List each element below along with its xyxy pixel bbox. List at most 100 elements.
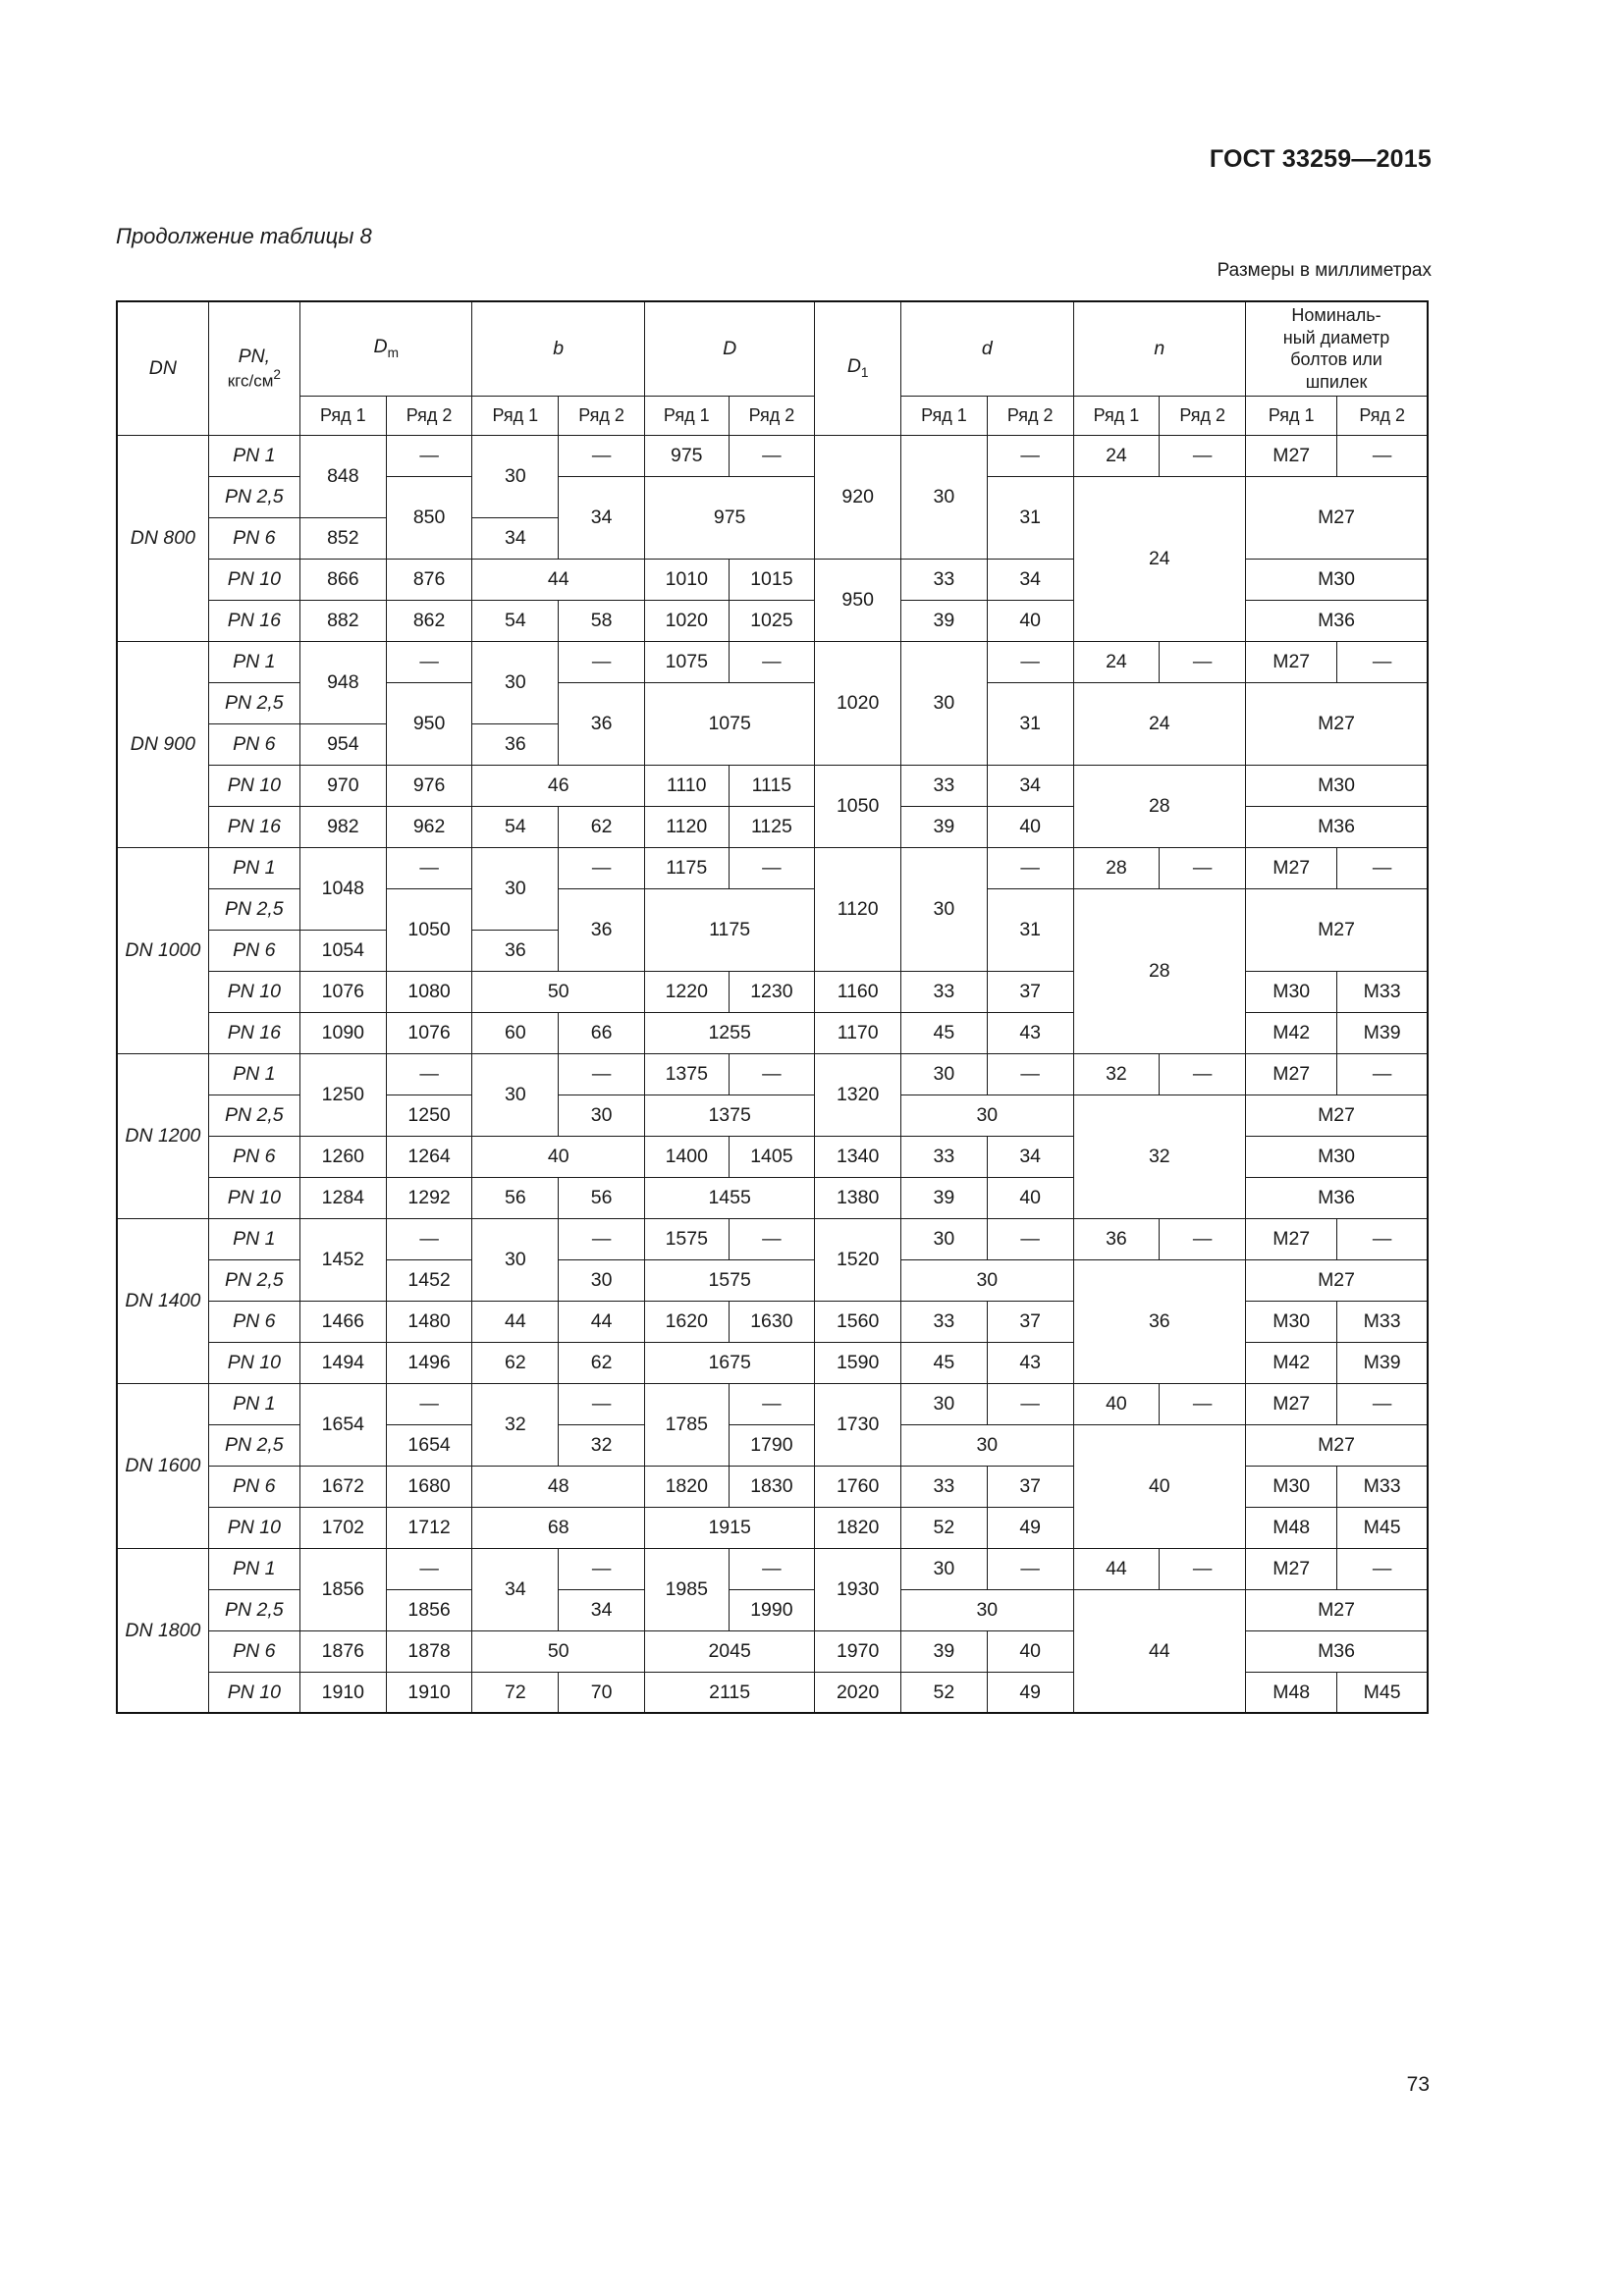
cell-d-ryad1: 33 xyxy=(900,764,988,807)
cell-bolt-ryad1: M27 xyxy=(1245,1217,1338,1260)
cell-d-ryad2: 40 xyxy=(986,599,1074,642)
cell-d-ryad1: 45 xyxy=(900,1341,988,1384)
cell-D-ryad2: 1790 xyxy=(728,1423,816,1467)
cell-b-ryad1: 44 xyxy=(471,1300,560,1343)
cell-bolt-ryad1: M27 xyxy=(1245,1588,1429,1631)
table-row: DN 900 PN 1 948—30—1075—1020 30—24— M27— xyxy=(116,640,1429,848)
cell-dm-ryad1: 948 xyxy=(298,640,387,724)
cell-D-ryad1: 1175 xyxy=(643,887,816,972)
cell-d-ryad1: 33 xyxy=(900,1465,988,1508)
cell-pn: PN 10 xyxy=(207,558,300,601)
cell-pn: PN 2,5 xyxy=(207,887,300,931)
cell-b-ryad1: 60 xyxy=(471,1011,560,1054)
cell-dm-ryad2: 976 xyxy=(385,764,473,807)
cell-D1: 1970 xyxy=(814,1629,902,1673)
header-b-ryad1: Ряд 1 xyxy=(471,395,560,436)
cell-D-ryad1: 1915 xyxy=(643,1506,816,1549)
cell-b-ryad1: 54 xyxy=(471,599,560,642)
cell-D1: 1050 xyxy=(814,764,902,848)
header-dsmall-ryad2: Ряд 2 xyxy=(986,395,1074,436)
cell-dm-ryad1: 1672 xyxy=(298,1465,387,1508)
cell-n-ryad1: 40 xyxy=(1072,1382,1161,1425)
cell-n-ryad2: — xyxy=(1159,1052,1247,1095)
cell-bolt-ryad1: M42 xyxy=(1245,1011,1338,1054)
cell-d-ryad1: 30 xyxy=(900,1423,1074,1467)
cell-D-ryad1: 1075 xyxy=(643,640,730,683)
cell-dm-ryad1: 1076 xyxy=(298,970,387,1013)
cell-pn: PN 2,5 xyxy=(207,1423,300,1467)
cell-b-ryad1: 30 xyxy=(471,1217,560,1302)
cell-bolt-ryad2: — xyxy=(1336,1217,1429,1260)
cell-dm-ryad2: 876 xyxy=(385,558,473,601)
cell-bolt-ryad2: M39 xyxy=(1336,1011,1429,1054)
cell-D-ryad2: 1230 xyxy=(728,970,816,1013)
cell-dm-ryad2: — xyxy=(385,846,473,889)
cell-d-ryad1: 30 xyxy=(900,1217,988,1260)
table-row: PN 16 1090 1076 60 66 1255 1170 45 43 M42 M39 xyxy=(117,1011,1429,1054)
cell-bolt-ryad1: M27 xyxy=(1245,1094,1429,1137)
cell-d-ryad2: 34 xyxy=(986,1135,1074,1178)
cell-D1: 1340 xyxy=(814,1135,902,1178)
cell-bolt-ryad1: M27 xyxy=(1245,1547,1338,1590)
cell-b-ryad1: 36 xyxy=(471,722,560,766)
cell-bolt-ryad2: — xyxy=(1336,434,1429,477)
cell-pn: PN 6 xyxy=(207,722,300,766)
cell-b-ryad2: — xyxy=(558,846,645,889)
cell-d-ryad1: 39 xyxy=(900,599,988,642)
cell-bolt-ryad2: M39 xyxy=(1336,1341,1429,1384)
cell-bolt-ryad1: M36 xyxy=(1245,1176,1429,1219)
cell-dm-ryad2: 1076 xyxy=(385,1011,473,1054)
cell-bolt-ryad2: — xyxy=(1336,846,1429,889)
header-dbig-ryad2: Ряд 2 xyxy=(728,395,816,436)
cell-D-ryad1: 1820 xyxy=(643,1465,730,1508)
cell-n-ryad2: — xyxy=(1159,640,1247,683)
cell-d-ryad2: 40 xyxy=(986,1629,1074,1673)
cell-dm-ryad2: 1712 xyxy=(385,1506,473,1549)
cell-b-ryad1: 56 xyxy=(471,1176,560,1219)
cell-d-ryad2: 43 xyxy=(986,1341,1074,1384)
cell-D-ryad1: 2045 xyxy=(643,1629,816,1673)
table-row: PN 16 982 962 54 62 1120 1125 39 40 M36 xyxy=(117,805,1429,848)
cell-d-ryad1: 30 xyxy=(900,1258,1074,1302)
cell-pn: PN 2,5 xyxy=(207,1094,300,1137)
cell-d-ryad1: 52 xyxy=(900,1671,988,1714)
cell-pn: PN 16 xyxy=(207,1011,300,1054)
cell-D1: 1120 xyxy=(814,846,902,972)
cell-n-ryad1: 24 xyxy=(1072,681,1247,766)
cell-d-ryad2: — xyxy=(986,1052,1074,1095)
cell-bolt-ryad1: M48 xyxy=(1245,1671,1338,1714)
cell-b-ryad1: 44 xyxy=(471,558,645,601)
header-dm-ryad1: Ряд 1 xyxy=(298,395,387,436)
cell-dm-ryad1: 954 xyxy=(298,722,387,766)
header-bolt-ryad2: Ряд 2 xyxy=(1336,395,1429,436)
table-row: DN 1000 PN 1 1048—30—1175—1120 30—28— M27— xyxy=(116,846,1429,1054)
table-row: PN 2,5 1452 30 1575 30 36 M27 xyxy=(117,1258,1429,1384)
table-row: PN 10 1076 1080 50 1220 1230 1160 33 37 M30 M33 xyxy=(117,970,1429,1013)
cell-bolt-ryad1: M30 xyxy=(1245,970,1338,1013)
cell-dm-ryad2: 1250 xyxy=(385,1094,473,1137)
cell-n-ryad1: 36 xyxy=(1072,1258,1247,1384)
table-row: PN 6 1260 1264 40 1400 1405 1340 33 34 M30 xyxy=(117,1135,1429,1178)
cell-bolt-ryad1: M30 xyxy=(1245,1300,1338,1343)
cell-dm-ryad2: 962 xyxy=(385,805,473,848)
cell-pn: PN 1 xyxy=(207,1217,300,1260)
cell-pn: PN 6 xyxy=(207,1629,300,1673)
cell-D-ryad2: 1830 xyxy=(728,1465,816,1508)
cell-n-ryad1: 32 xyxy=(1072,1052,1161,1095)
cell-d-ryad2: 37 xyxy=(986,1465,1074,1508)
header-dn: DN xyxy=(116,300,209,436)
cell-dm-ryad1: 882 xyxy=(298,599,387,642)
cell-dm-ryad1: 982 xyxy=(298,805,387,848)
cell-pn: PN 10 xyxy=(207,1341,300,1384)
cell-bolt-ryad1: M36 xyxy=(1245,599,1429,642)
cell-d-ryad2: 34 xyxy=(986,558,1074,601)
cell-n-ryad2: — xyxy=(1159,846,1247,889)
cell-pn: PN 1 xyxy=(207,640,300,683)
cell-b-ryad2: 30 xyxy=(558,1258,645,1302)
cell-n-ryad1: 28 xyxy=(1072,846,1161,889)
cell-b-ryad2: 36 xyxy=(558,887,645,972)
cell-D1: 2020 xyxy=(814,1671,902,1714)
cell-dn: DN 1000 xyxy=(116,846,209,1054)
cell-d-ryad2: 49 xyxy=(986,1506,1074,1549)
cell-n-ryad2: — xyxy=(1159,434,1247,477)
